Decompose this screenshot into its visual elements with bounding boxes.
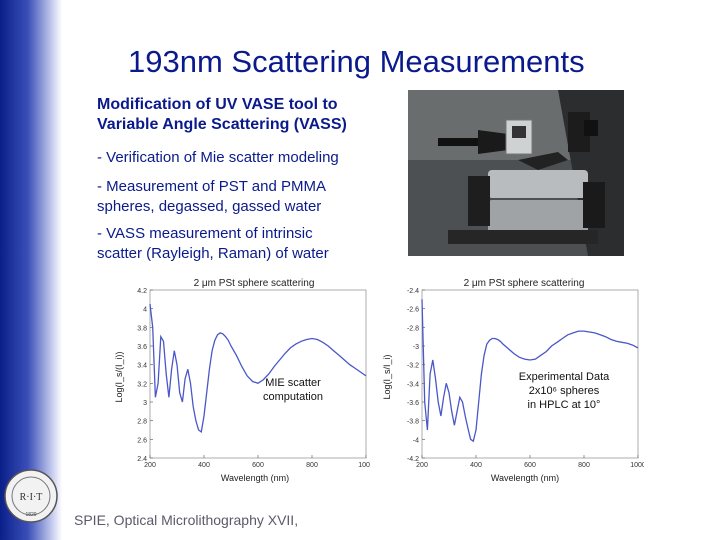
y-tick-label: 3.2 [137, 381, 147, 388]
seal-year: 1829 [25, 512, 36, 518]
y-tick-label: 2.6 [137, 437, 147, 444]
subtitle-line-2: Variable Angle Scattering (VASS) [97, 116, 347, 133]
y-tick-label: -2.4 [407, 288, 419, 295]
x-tick-label: 400 [198, 462, 210, 469]
y-tick-label: -3.4 [407, 381, 419, 388]
y-tick-label: 3 [143, 400, 147, 407]
plot-frame [149, 289, 367, 459]
x-tick-label: 1000 [358, 462, 370, 469]
mie-computation-chart: 2 μm PSt sphere scattering Wavelength (n… [114, 278, 370, 483]
y-tick-label: -4.2 [407, 456, 419, 463]
y-tick-label: 4.2 [137, 288, 147, 295]
chart-x-label: Wavelength (nm) [491, 473, 559, 483]
y-tick-label: 2.8 [137, 419, 147, 426]
bullet-pst-pmma: - Measurement of PST and PMMA spheres, d… [97, 177, 397, 217]
x-tick-label: 600 [524, 462, 536, 469]
chart-title: 2 μm PSt sphere scattering [464, 278, 585, 289]
y-tick-label: -3.6 [407, 400, 419, 407]
y-tick-label: 3.4 [137, 363, 147, 370]
x-tick-label: 600 [252, 462, 264, 469]
mie-annotation: MIE scatter computation [250, 376, 336, 404]
y-tick-label: -3.8 [407, 419, 419, 426]
subtitle-line-1: Modification of UV VASE tool to [97, 96, 338, 113]
y-tick-label: 3.6 [137, 344, 147, 351]
y-tick-label: -2.6 [407, 307, 419, 314]
seal-text: R·I·T [20, 492, 43, 503]
bullet-line: scatter (Rayleigh, Raman) of water [97, 245, 329, 262]
annotation-line: in HPLC at 10° [527, 399, 601, 411]
slide-title: 193nm Scattering Measurements [128, 44, 585, 79]
series-line-0 [149, 303, 367, 434]
bullet-line: - VASS measurement of intrinsic [97, 225, 313, 242]
chart-y-label: Log(I_s/(I_i)) [114, 351, 124, 402]
y-tick-label: 4 [143, 307, 147, 314]
rit-seal-logo: R·I·T 1829 [4, 469, 58, 523]
y-tick-label: -4 [413, 437, 419, 444]
annotation-line: computation [263, 391, 323, 403]
annotation-line: MIE scatter [265, 377, 321, 389]
y-tick-label: -3.2 [407, 363, 419, 370]
y-tick-label: 3.8 [137, 325, 147, 332]
annotation-line: 2x10⁶ spheres [528, 385, 600, 397]
left-gradient-bar [0, 0, 62, 540]
x-tick-label: 200 [144, 462, 156, 469]
chart-title: 2 μm PSt sphere scattering [194, 278, 315, 289]
y-tick-label: -3 [413, 344, 419, 351]
x-tick-label: 200 [416, 462, 428, 469]
x-tick-label: 400 [470, 462, 482, 469]
bullet-line: - Verification of Mie scatter modeling [97, 149, 339, 166]
x-tick-label: 800 [306, 462, 318, 469]
y-tick-label: 2.4 [137, 456, 147, 463]
bullet-vass-water: - VASS measurement of intrinsic scatter … [97, 224, 397, 264]
annotation-line: Experimental Data [518, 371, 610, 383]
bullet-line: - Measurement of PST and PMMA [97, 178, 326, 195]
series-line-0 [421, 299, 639, 443]
instrument-photo [408, 90, 624, 256]
experimental-annotation: Experimental Data 2x10⁶ spheres in HPLC … [504, 370, 624, 412]
bullet-mie-verification: - Verification of Mie scatter modeling [97, 148, 397, 168]
chart-y-label: Log(I_s/I_i) [382, 354, 392, 399]
x-tick-label: 1000 [630, 462, 644, 469]
chart-x-label: Wavelength (nm) [221, 473, 289, 483]
slide-subtitle: Modification of UV VASE tool to Variable… [97, 95, 397, 135]
y-tick-label: -2.8 [407, 325, 419, 332]
plot-frame [421, 289, 639, 459]
footer-citation: SPIE, Optical Microlithography XVII, [74, 512, 299, 528]
x-tick-label: 800 [578, 462, 590, 469]
bullet-line: spheres, degassed, gassed water [97, 198, 322, 215]
experimental-data-chart: 2 μm PSt sphere scattering Wavelength (n… [382, 278, 644, 483]
